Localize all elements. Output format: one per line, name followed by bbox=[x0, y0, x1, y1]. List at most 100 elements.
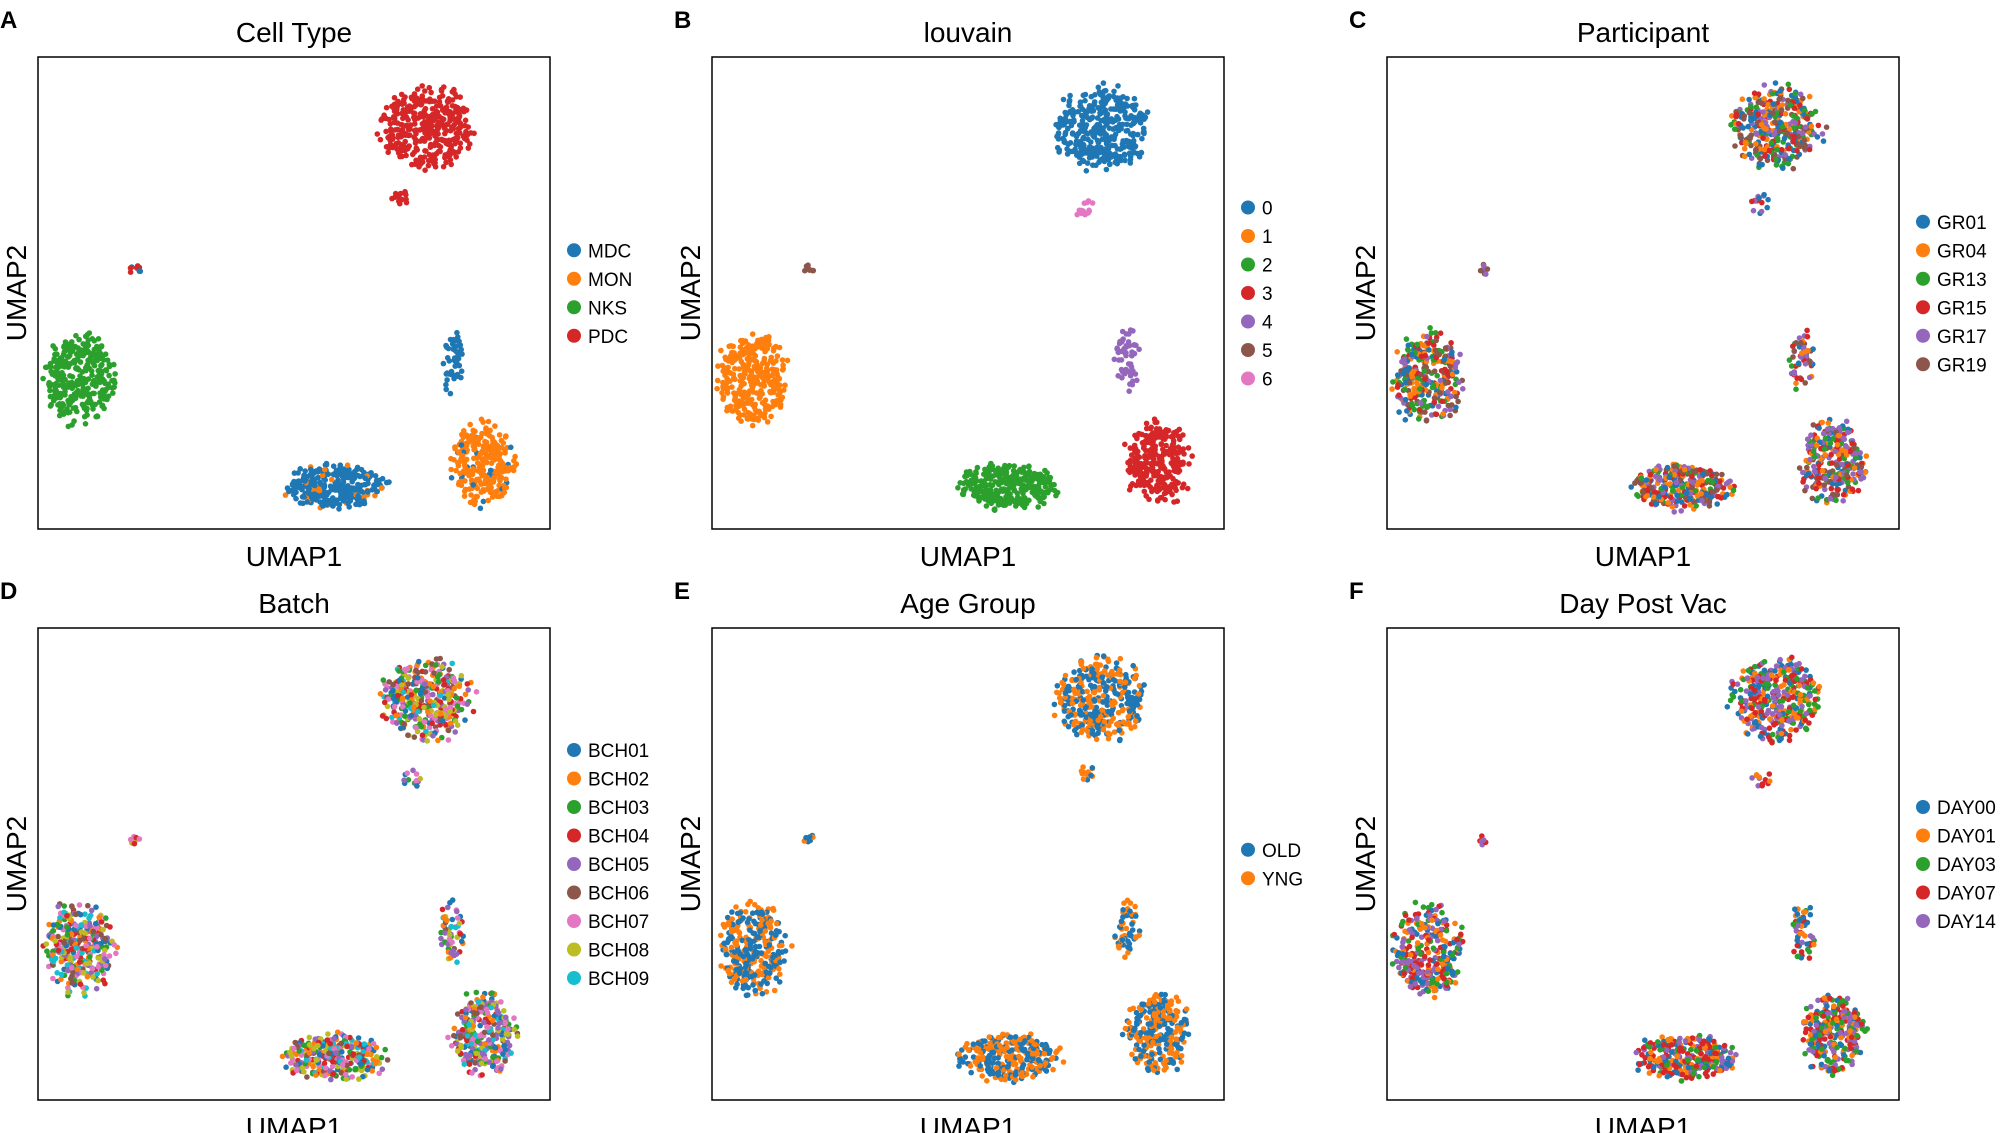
data-point bbox=[1829, 460, 1835, 466]
data-point bbox=[397, 190, 404, 197]
data-point bbox=[444, 108, 450, 114]
data-point bbox=[1693, 503, 1699, 509]
data-point bbox=[985, 498, 992, 504]
data-point bbox=[405, 117, 411, 123]
data-point bbox=[1169, 481, 1175, 488]
data-point bbox=[393, 140, 400, 147]
data-point bbox=[330, 463, 337, 470]
data-point bbox=[103, 367, 109, 373]
data-point bbox=[73, 953, 80, 960]
data-point bbox=[76, 959, 83, 965]
data-point bbox=[1844, 479, 1851, 486]
data-point bbox=[1067, 148, 1074, 155]
data-point bbox=[319, 472, 326, 479]
data-point bbox=[1643, 477, 1650, 483]
data-point bbox=[1108, 116, 1115, 122]
legend-label: MDC bbox=[588, 241, 631, 262]
data-point bbox=[1006, 462, 1013, 469]
data-point bbox=[1426, 347, 1432, 353]
data-point bbox=[1171, 499, 1177, 505]
data-point bbox=[1138, 465, 1145, 471]
data-point bbox=[313, 468, 320, 474]
data-point bbox=[1112, 117, 1119, 123]
data-point bbox=[418, 156, 425, 163]
data-point bbox=[1097, 91, 1104, 98]
data-point bbox=[1713, 471, 1720, 478]
scatter-points bbox=[1389, 80, 1870, 515]
legend-swatch bbox=[1916, 357, 1930, 372]
data-point bbox=[76, 336, 82, 343]
data-point bbox=[380, 677, 387, 683]
data-point bbox=[1158, 441, 1164, 448]
data-point bbox=[494, 493, 501, 500]
data-point bbox=[428, 129, 435, 136]
data-point bbox=[1175, 444, 1182, 451]
data-point bbox=[437, 122, 444, 128]
data-point bbox=[727, 370, 734, 376]
data-point bbox=[1131, 350, 1138, 357]
data-point bbox=[1699, 477, 1705, 484]
data-point bbox=[728, 343, 734, 349]
data-point bbox=[1748, 103, 1754, 110]
data-point bbox=[79, 401, 86, 408]
data-point bbox=[429, 720, 436, 727]
data-point bbox=[1761, 82, 1768, 88]
data-point bbox=[1126, 115, 1132, 122]
data-point bbox=[1842, 448, 1849, 455]
data-point bbox=[1414, 341, 1420, 348]
data-point bbox=[1175, 469, 1181, 475]
data-point bbox=[361, 498, 367, 504]
data-point bbox=[754, 378, 760, 385]
data-point bbox=[1741, 145, 1748, 152]
data-point bbox=[477, 505, 484, 512]
data-point bbox=[458, 672, 465, 679]
data-point bbox=[1121, 152, 1128, 158]
data-point bbox=[387, 141, 394, 148]
data-point bbox=[385, 149, 392, 156]
data-point bbox=[413, 724, 419, 731]
data-point bbox=[1074, 211, 1080, 218]
data-point bbox=[308, 467, 315, 474]
data-point bbox=[1095, 139, 1102, 146]
data-point bbox=[1040, 493, 1047, 500]
chart-title: louvain bbox=[924, 17, 1013, 48]
data-point bbox=[403, 192, 409, 198]
data-point bbox=[1139, 440, 1146, 446]
data-point bbox=[1732, 143, 1738, 149]
data-point bbox=[59, 354, 65, 361]
data-point bbox=[1755, 111, 1761, 118]
data-point bbox=[1134, 453, 1141, 459]
data-point bbox=[361, 481, 368, 488]
data-point bbox=[724, 404, 731, 411]
data-point bbox=[422, 105, 429, 112]
data-point bbox=[47, 403, 54, 409]
data-point bbox=[501, 485, 508, 491]
data-point bbox=[1186, 461, 1192, 467]
data-point bbox=[64, 924, 70, 930]
data-point bbox=[403, 152, 409, 159]
data-point bbox=[1088, 93, 1095, 100]
data-point bbox=[422, 88, 428, 94]
data-point bbox=[1404, 367, 1411, 374]
data-point bbox=[414, 783, 420, 789]
data-point bbox=[419, 83, 426, 89]
data-point bbox=[1742, 139, 1749, 146]
data-point bbox=[435, 679, 442, 685]
data-point bbox=[425, 162, 432, 169]
data-point bbox=[733, 390, 739, 397]
data-point bbox=[768, 381, 775, 388]
data-point bbox=[1126, 150, 1133, 156]
data-point bbox=[1078, 210, 1085, 217]
data-point bbox=[996, 488, 1002, 495]
data-point bbox=[413, 95, 420, 101]
data-point bbox=[1090, 132, 1096, 139]
data-point bbox=[373, 477, 380, 484]
data-point bbox=[425, 693, 431, 700]
data-point bbox=[42, 364, 49, 371]
data-point bbox=[413, 115, 420, 121]
legend-swatch bbox=[1916, 214, 1930, 229]
data-point bbox=[456, 338, 462, 345]
data-point bbox=[1003, 494, 1009, 500]
panel-d: D BatchUMAP1UMAP2BCH01BCH02BCH03BCH04BCH0… bbox=[0, 578, 650, 1133]
data-point bbox=[458, 368, 465, 375]
